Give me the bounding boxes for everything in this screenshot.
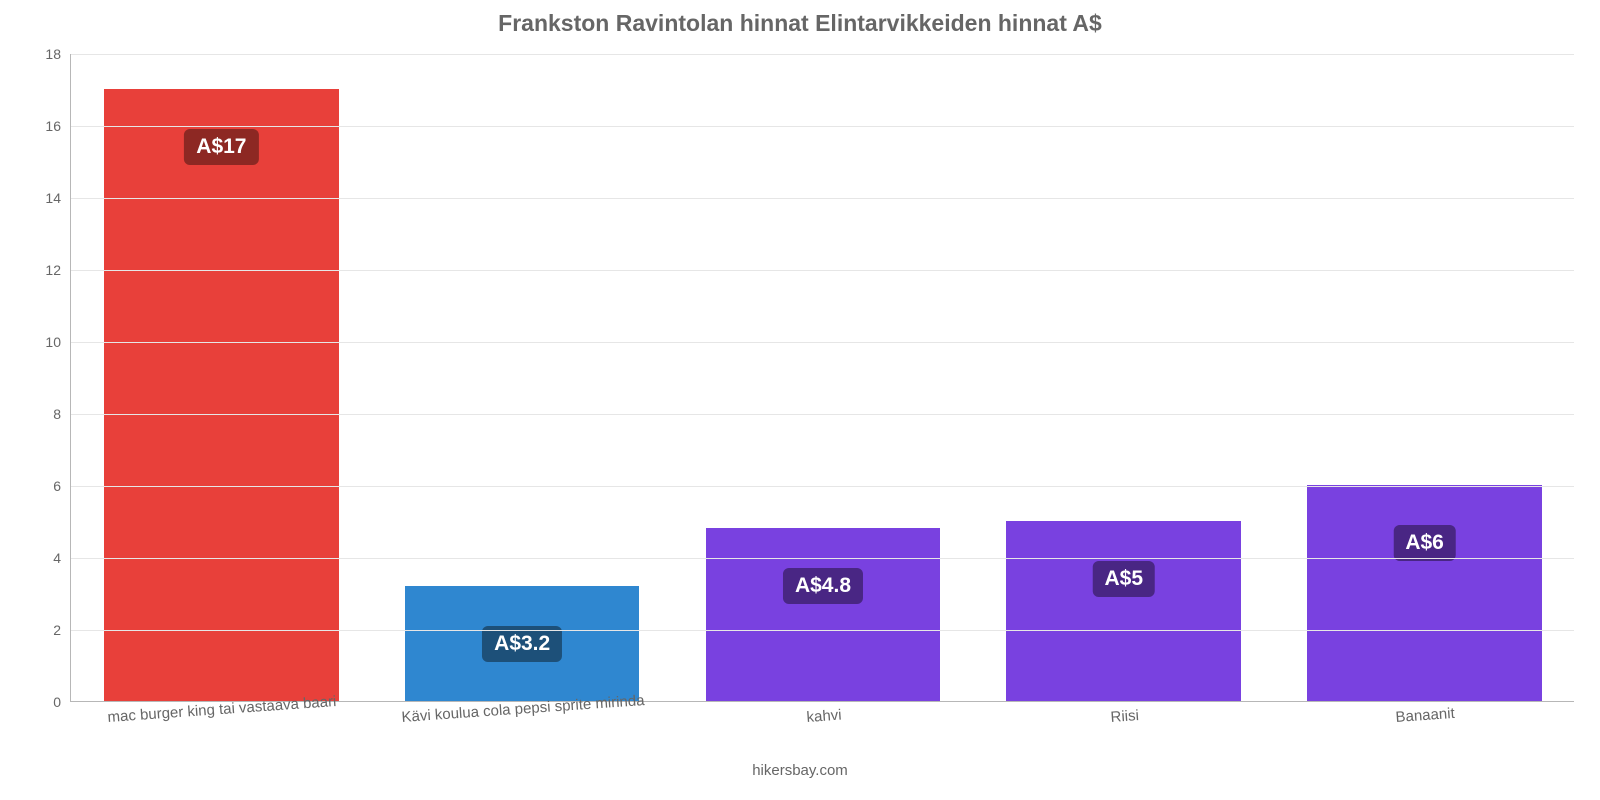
bar-chart: Frankston Ravintolan hinnat Elintarvikke… — [0, 0, 1600, 800]
bar: A$3.2 — [405, 586, 640, 701]
bar-value-label: A$17 — [184, 129, 258, 165]
y-tick-label: 14 — [45, 190, 71, 206]
y-tick-label: 8 — [53, 406, 71, 422]
bar-value-label: A$3.2 — [482, 626, 562, 662]
y-tick-label: 2 — [53, 622, 71, 638]
bar: A$5 — [1006, 521, 1241, 701]
bar: A$17 — [104, 89, 339, 701]
y-tick-label: 0 — [53, 694, 71, 710]
y-tick-label: 4 — [53, 550, 71, 566]
bar-value-label: A$4.8 — [783, 568, 863, 604]
chart-footer: hikersbay.com — [0, 762, 1600, 779]
y-tick-label: 16 — [45, 118, 71, 134]
gridline — [71, 558, 1574, 559]
x-tick-label: Riisi — [1110, 707, 1139, 726]
y-tick-label: 10 — [45, 334, 71, 350]
gridline — [71, 414, 1574, 415]
chart-title: Frankston Ravintolan hinnat Elintarvikke… — [0, 0, 1600, 37]
x-tick-label: kahvi — [806, 707, 842, 726]
gridline — [71, 126, 1574, 127]
y-tick-label: 12 — [45, 262, 71, 278]
bar: A$4.8 — [706, 528, 941, 701]
gridline — [71, 342, 1574, 343]
y-tick-label: 18 — [45, 46, 71, 62]
gridline — [71, 270, 1574, 271]
plot-area: A$17A$3.2A$4.8A$5A$6 mac burger king tai… — [70, 54, 1574, 702]
gridline — [71, 198, 1574, 199]
x-tick-label: Banaanit — [1395, 705, 1455, 726]
x-axis-labels: mac burger king tai vastaava baariKävi k… — [71, 701, 1574, 761]
gridline — [71, 54, 1574, 55]
gridline — [71, 486, 1574, 487]
bar-value-label: A$6 — [1393, 525, 1456, 561]
y-tick-label: 6 — [53, 478, 71, 494]
bar: A$6 — [1307, 485, 1542, 701]
bars-container: A$17 A$3.2 A$4.8 A$5 A$6 — [71, 54, 1574, 701]
bar-value-label: A$5 — [1093, 561, 1156, 597]
gridline — [71, 630, 1574, 631]
